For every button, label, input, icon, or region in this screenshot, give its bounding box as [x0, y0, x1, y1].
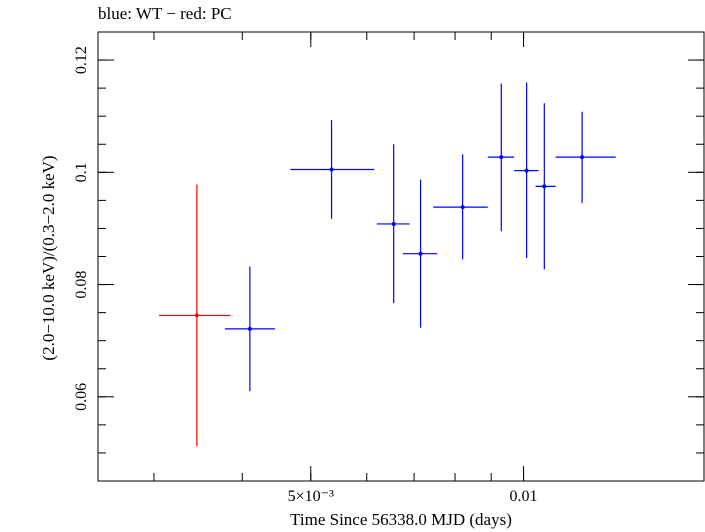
data-point: [329, 167, 334, 172]
x-axis-label: Time Since 56338.0 MJD (days): [290, 510, 512, 529]
data-point: [247, 326, 252, 331]
data-point: [194, 313, 199, 318]
y-tick-label: 0.08: [73, 271, 90, 299]
data-point: [580, 155, 585, 160]
data-point: [499, 155, 504, 160]
plot-frame: [97, 31, 705, 482]
x-tick-label: 0.01: [510, 488, 538, 505]
series-pc: [159, 184, 231, 447]
axes: 5×10⁻³ 0.01 0.06 0.08 0.1 0.12: [73, 31, 704, 505]
x-tick-label: 5×10⁻³: [288, 488, 334, 505]
y-axis-label: (2.0−10.0 keV)/(0.3−2.0 keV): [39, 155, 58, 361]
chart-title: blue: WT − red: PC: [98, 4, 232, 23]
y-tick-label: 0.12: [73, 46, 90, 74]
data-point: [391, 221, 396, 226]
data-marks: [159, 82, 616, 447]
data-point: [460, 205, 465, 210]
y-tick-label: 0.1: [73, 162, 90, 182]
data-point: [418, 251, 423, 256]
data-point: [524, 168, 529, 173]
y-tick-label: 0.06: [73, 383, 90, 411]
data-point: [542, 184, 547, 189]
series-wt: [224, 82, 616, 392]
